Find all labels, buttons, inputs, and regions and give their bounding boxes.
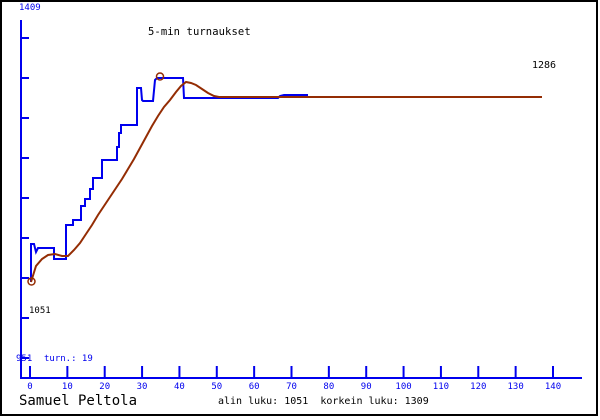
x-tick-label: 10 xyxy=(61,382,73,392)
chart-title: 5-min turnaukset xyxy=(148,26,251,38)
y-axis-lowest-label: 1051 xyxy=(29,306,51,316)
x-tick-label: 130 xyxy=(507,382,524,392)
y-axis-min-label: 951 xyxy=(16,354,33,364)
rating-smoothed-series xyxy=(30,80,542,283)
x-tick-label: 110 xyxy=(432,382,450,392)
x-tick-label: 100 xyxy=(395,382,412,392)
x-tick-label: 40 xyxy=(174,382,185,392)
rating-stats: alin luku: 1051 korkein luku: 1309 xyxy=(218,396,429,407)
x-tick-label: 140 xyxy=(544,382,562,392)
x-tick-label: 30 xyxy=(136,382,148,392)
x-tick-label: 90 xyxy=(360,382,372,392)
y-axis-max-label: 1409 xyxy=(19,3,41,13)
x-tick-label: 50 xyxy=(211,382,223,392)
max-point-marker xyxy=(155,72,165,81)
tournament-count-label: turn.: 19 xyxy=(44,354,93,364)
min-point-marker xyxy=(27,277,36,286)
x-tick-label: 70 xyxy=(286,382,297,392)
x-tick-label: 0 xyxy=(27,382,33,392)
x-tick-label: 80 xyxy=(323,382,335,392)
x-tick-label: 120 xyxy=(470,382,487,392)
final-rating-label: 1286 xyxy=(532,60,557,71)
x-tick-label: 60 xyxy=(248,382,260,392)
player-name: Samuel Peltola xyxy=(19,393,138,409)
x-tick-label: 20 xyxy=(99,382,111,392)
